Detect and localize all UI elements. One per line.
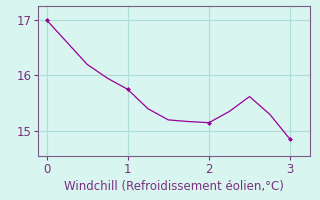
X-axis label: Windchill (Refroidissement éolien,°C): Windchill (Refroidissement éolien,°C) — [64, 180, 284, 193]
